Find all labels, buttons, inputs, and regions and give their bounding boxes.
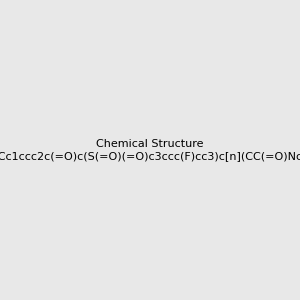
Text: Chemical Structure
CCc1ccc2c(=O)c(S(=O)(=O)c3ccc(F)cc3)c[n](CC(=O)Nc3: Chemical Structure CCc1ccc2c(=O)c(S(=O)(… <box>0 139 300 161</box>
